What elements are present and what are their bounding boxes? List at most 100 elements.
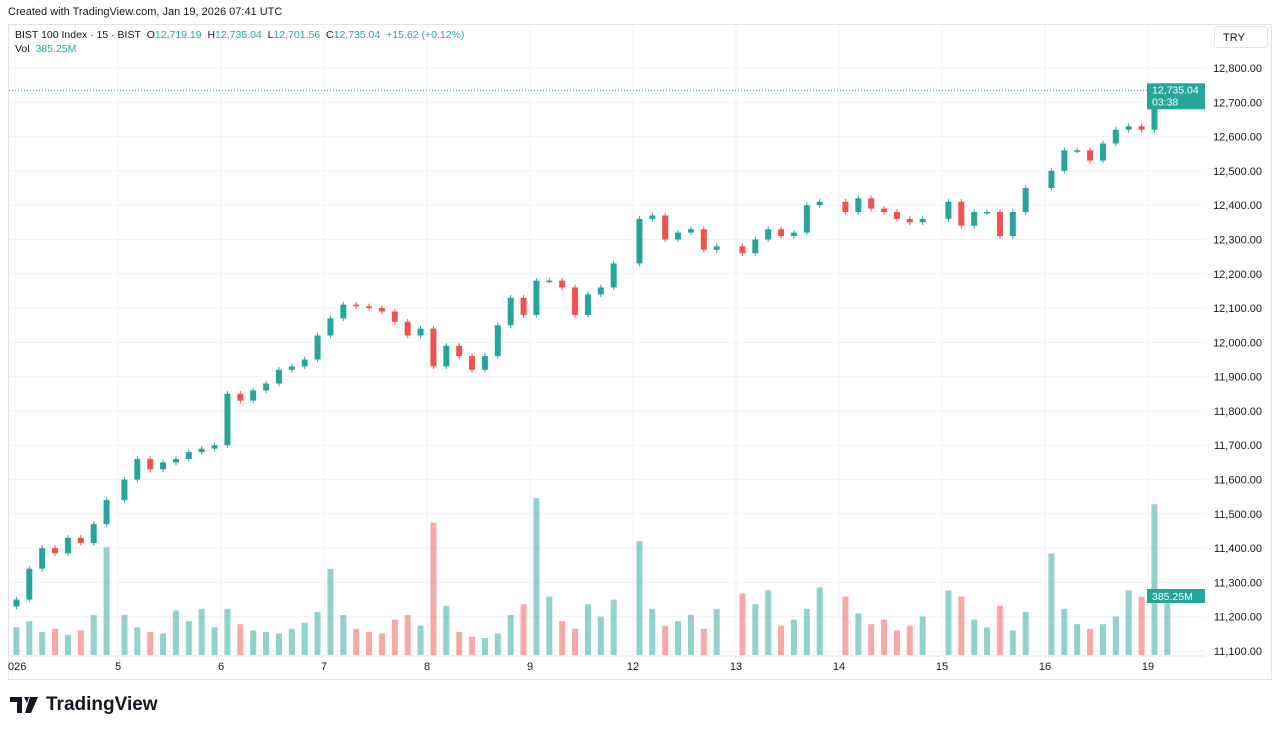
candle-body	[237, 393, 244, 401]
volume-bar	[1087, 628, 1094, 655]
candle-body	[971, 212, 978, 226]
volume-bar	[64, 635, 71, 655]
candle-body	[1125, 126, 1132, 130]
volume-bar	[919, 616, 926, 655]
candle-body	[662, 215, 669, 240]
volume-bar	[134, 627, 141, 655]
volume-bar	[1009, 630, 1016, 655]
candle-body	[391, 311, 398, 322]
candle-body	[765, 229, 772, 240]
time-tick-label: 15	[936, 661, 948, 673]
price-tick-label: 11,700.00	[1214, 440, 1262, 452]
volume-bar	[559, 621, 566, 655]
candle-body	[945, 201, 952, 219]
candle-body	[572, 287, 579, 315]
candle-body	[250, 390, 257, 401]
candle-body	[520, 297, 527, 315]
volume-bar	[185, 621, 192, 655]
low-label: L	[267, 29, 274, 41]
volume-bar	[121, 615, 128, 655]
candle-body	[1009, 212, 1016, 237]
candle-body	[160, 462, 167, 470]
volume-bar	[314, 611, 321, 655]
candle-body	[469, 356, 476, 370]
volume-bar	[481, 638, 488, 655]
volume-bar	[456, 631, 463, 655]
volume-row: Vol 385.25M	[15, 42, 464, 56]
candle-body	[340, 304, 347, 319]
volume-bar	[1099, 624, 1106, 655]
candle-body	[13, 599, 20, 607]
volume-bar	[327, 568, 334, 655]
candle-body	[103, 500, 110, 525]
volume-bar	[790, 619, 797, 655]
volume-bar	[1048, 553, 1055, 655]
price-tick-label: 12,100.00	[1213, 303, 1262, 315]
volume-bar	[250, 630, 257, 655]
close-value: 12,735.04	[333, 29, 381, 41]
candle-body	[26, 568, 33, 600]
volume-bar	[713, 608, 720, 655]
candle-body	[353, 304, 360, 307]
volume-badge-value: 385.25M	[1152, 591, 1193, 603]
candle-body	[64, 537, 71, 554]
price-tick-label: 12,300.00	[1213, 234, 1262, 246]
currency-button[interactable]: TRY	[1214, 26, 1268, 48]
price-tick-label: 12,600.00	[1213, 132, 1262, 144]
candle-body	[1138, 126, 1145, 130]
volume-bar	[546, 596, 553, 655]
volume-bar	[404, 615, 411, 655]
volume-badge	[1147, 589, 1205, 603]
candle-body	[881, 208, 888, 213]
candle-body	[906, 218, 913, 223]
volume-value: 385.25M	[35, 43, 77, 55]
volume-bar	[430, 522, 437, 655]
candle-body	[893, 212, 900, 219]
candle-body	[868, 198, 875, 209]
price-tick-label: 12,500.00	[1213, 166, 1262, 178]
candle-body	[1061, 150, 1068, 171]
volume-bar	[469, 636, 476, 655]
volume-bar	[1074, 624, 1081, 655]
volume-bar	[572, 628, 579, 655]
candle-body	[1151, 95, 1158, 130]
last-price-badge	[1147, 83, 1205, 110]
tradingview-logo[interactable]: TradingView	[10, 694, 158, 716]
candle-body	[494, 325, 501, 357]
volume-bar	[610, 599, 617, 655]
high-label: H	[207, 29, 216, 41]
candle-body	[314, 335, 321, 360]
volume-bar	[816, 587, 823, 655]
volume-bar	[1151, 504, 1158, 655]
candle-body	[1074, 150, 1081, 152]
candle-body	[481, 356, 488, 370]
candles	[13, 87, 1171, 610]
candle-body	[675, 232, 682, 240]
price-tick-label: 11,100.00	[1214, 646, 1262, 658]
volume-label: Vol	[15, 43, 30, 55]
candle-body	[443, 345, 450, 367]
volume-bar	[597, 616, 604, 655]
candle-body	[610, 263, 617, 288]
symbol-label[interactable]: BIST 100 Index · 15 · BIST	[15, 29, 141, 41]
candle-body	[134, 458, 141, 480]
candle-body	[404, 321, 411, 336]
volume-bar	[984, 627, 991, 655]
time-tick-label: 5	[115, 661, 121, 673]
price-tick-label: 12,700.00	[1213, 97, 1262, 109]
volume-bar	[662, 625, 669, 655]
candle-body	[700, 229, 707, 250]
last-price-value: 12,735.04	[1152, 84, 1199, 96]
time-tick-label: 9	[527, 661, 533, 673]
open-value: 12,719.19	[154, 29, 202, 41]
volume-bar	[996, 605, 1003, 655]
candle-body	[417, 328, 424, 336]
candle-body	[533, 280, 540, 315]
low-value: 12,701.56	[273, 29, 321, 41]
volume-bar	[520, 604, 527, 655]
time-tick-label: 7	[321, 661, 327, 673]
legend: BIST 100 Index · 15 · BIST O12,719.19 H1…	[15, 28, 464, 56]
candle-body	[1099, 143, 1106, 161]
